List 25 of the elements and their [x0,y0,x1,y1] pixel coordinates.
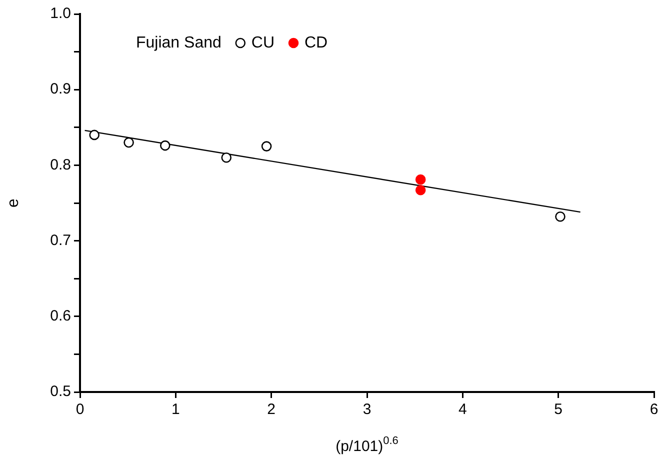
legend-title: Fujian Sand [136,34,222,52]
point [555,211,566,222]
point [160,140,170,151]
y-tick-label: 0.7 [50,232,71,249]
x-tick-label: 4 [458,401,467,418]
point [415,174,426,185]
point [221,152,232,163]
point [89,130,100,140]
legend-label: CD [304,34,328,52]
legend-label: CU [251,34,274,52]
x-tick-label: 2 [267,401,276,418]
x-tick-label: 0 [76,401,84,418]
y-tick-label: 0.8 [50,156,71,174]
y-tick-label: 0.5 [50,383,71,400]
point [415,185,426,196]
point [261,141,272,152]
point [124,137,134,148]
y-tick-label: 0.9 [50,80,71,98]
x-tick-label: 1 [171,401,180,418]
y-tick-label: 0.6 [50,308,71,325]
x-tick-label: 3 [362,401,372,418]
y-tick-label: 1.0 [50,5,71,22]
x-tick-label: 5 [554,401,563,418]
y-axis-title: e [5,198,22,208]
x-tick-label: 6 [650,401,658,418]
